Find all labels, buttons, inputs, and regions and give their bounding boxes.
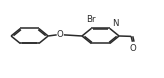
Text: O: O: [129, 44, 136, 53]
Text: Br: Br: [86, 15, 95, 24]
Text: N: N: [112, 19, 118, 28]
Text: O: O: [57, 30, 64, 39]
